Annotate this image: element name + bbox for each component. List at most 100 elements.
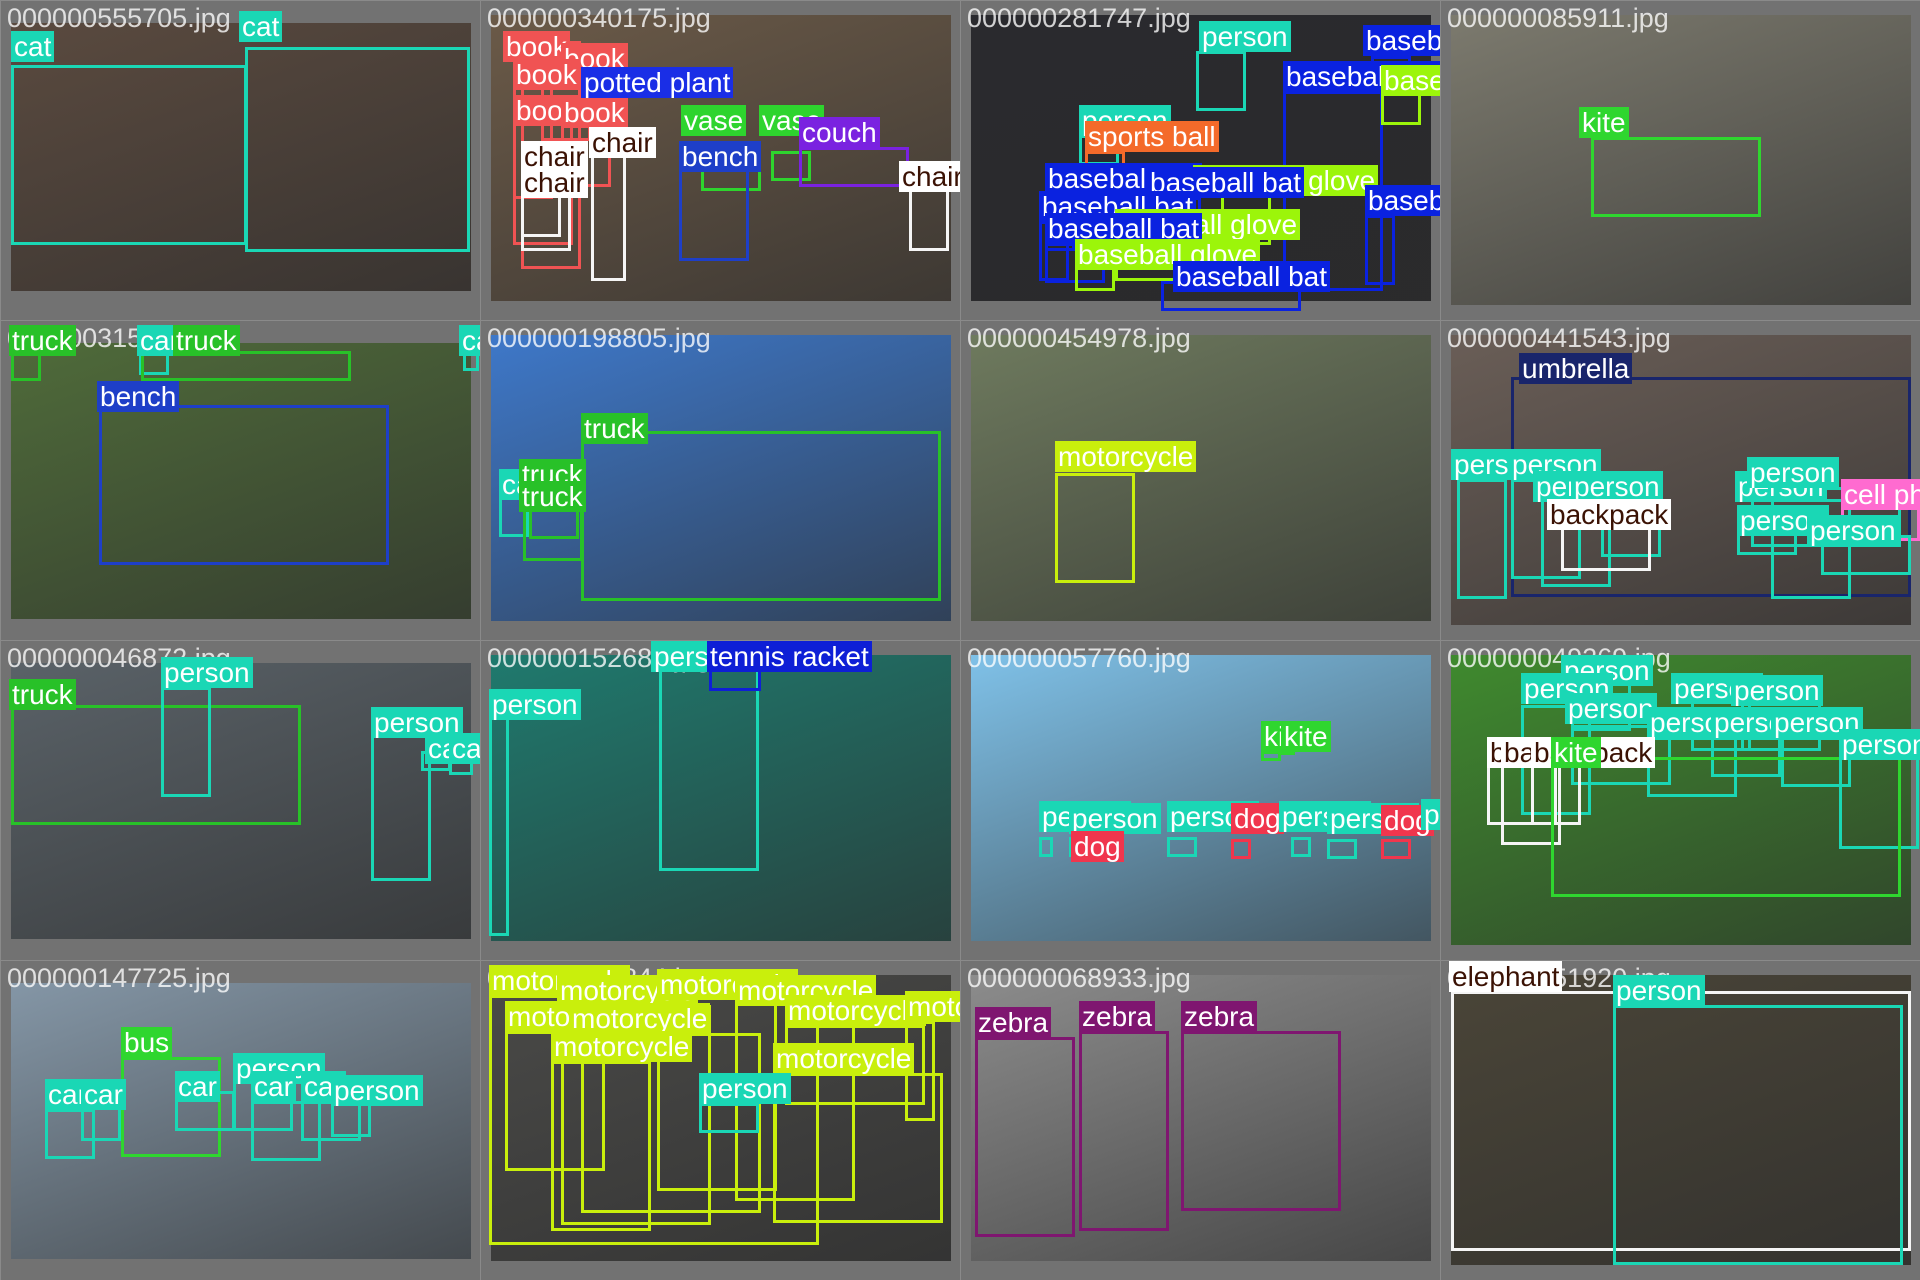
detection-label: baseball glove (1075, 239, 1261, 270)
detection-label: car (81, 1079, 126, 1110)
detection-label: sports ball (1085, 121, 1219, 152)
detection-label: truck (9, 679, 76, 710)
detection-label: book (513, 59, 580, 90)
detection-label: motorcycle (1055, 441, 1197, 472)
detection-box (1551, 757, 1901, 897)
detection-box (1181, 1031, 1341, 1211)
detection-label: bench (679, 141, 762, 172)
detection-box (1039, 837, 1053, 857)
detection-label: person (1421, 799, 1440, 830)
detection-label: chair (521, 141, 588, 172)
detection-label: person (1839, 729, 1920, 760)
photo (1451, 15, 1911, 305)
thumbnail-cell[interactable]: 000000046872.jpgtruckpersonpersoncarcar (0, 640, 481, 961)
detection-label: zebra (1079, 1001, 1156, 1032)
detection-label: car (251, 1071, 296, 1102)
detection-label: person (489, 689, 581, 720)
thumbnail-cell[interactable]: 000000340175.jpg book book book book book pott… (480, 0, 961, 321)
detection-label: backpack (1547, 499, 1672, 530)
thumbnail-cell[interactable]: 000000555705.jpg cat cat (0, 0, 481, 321)
thumbnail-cell[interactable]: 000000051920.jpgelephantperson (1440, 960, 1920, 1280)
detection-box (591, 151, 626, 281)
photo (11, 343, 471, 619)
detection-label: person (699, 1073, 791, 1104)
detection-box (161, 687, 211, 797)
filename-label: 000000340175.jpg (487, 3, 711, 33)
detection-box (1365, 215, 1395, 285)
detection-box (489, 711, 509, 936)
detection-label: kite (1579, 107, 1629, 138)
detection-box (1591, 137, 1761, 217)
detection-box (141, 351, 351, 381)
detection-label: baseball bat (1173, 261, 1331, 292)
detection-box (551, 1061, 651, 1231)
detection-box (1079, 1031, 1169, 1231)
filename-label: 000000281747.jpg (967, 3, 1191, 33)
photo (971, 655, 1431, 941)
detection-box (99, 405, 389, 565)
thumbnail-cell[interactable]: 000000049269.jpg person person person person… (1440, 640, 1920, 961)
filename-label: 000000454978.jpg (967, 323, 1191, 353)
detection-label: chair (589, 127, 656, 158)
detection-label: cat (239, 11, 283, 42)
detection-label: person (161, 657, 253, 688)
detection-box (699, 1103, 759, 1133)
thumbnail-cell[interactable]: 000000315172.jpgtruckcartruckcarbench (0, 320, 481, 641)
detection-label: person (1613, 975, 1705, 1006)
detection-label: motorcycle (569, 1003, 711, 1034)
detection-label: baseball bat (1045, 213, 1203, 244)
thumbnail-cell[interactable]: 000000152686.jpg person person tennis racke… (480, 640, 961, 961)
detection-label: car (459, 325, 480, 356)
filename-label: 000000057760.jpg (967, 643, 1191, 673)
detection-box (1231, 839, 1251, 859)
detection-label: person (1565, 693, 1657, 724)
thumbnail-cell[interactable]: 000000198805.jpgtruckcartrucktruck (480, 320, 961, 641)
detection-label: tennis racket (707, 641, 872, 672)
filename-label: 000000147725.jpg (7, 963, 231, 993)
thumbnail-cell[interactable]: 000000454978.jpg motorcycle (960, 320, 1441, 641)
detection-label: kite (1281, 721, 1331, 752)
detection-box (1261, 751, 1281, 761)
detection-label: potted plant (581, 67, 734, 98)
thumbnail-cell[interactable]: 000000085911.jpg kite (1440, 0, 1920, 321)
detection-label: motorcycle (773, 1043, 915, 1074)
detection-label: car (449, 733, 480, 764)
detection-label: person (371, 707, 463, 738)
detection-label: truck (173, 325, 240, 356)
detection-box (1327, 839, 1357, 859)
detection-label: person (1571, 471, 1663, 502)
detection-box (1196, 51, 1246, 111)
detection-label: kite (1551, 737, 1601, 768)
detection-label: person (1737, 505, 1829, 536)
photo (11, 983, 471, 1259)
thumbnail-cell[interactable]: 000000147725.jpg bus person car car car car car… (0, 960, 481, 1280)
detection-label: truck (9, 325, 76, 356)
detection-label: book (503, 31, 570, 62)
detection-label: dog (1071, 831, 1124, 862)
detection-label: zebra (975, 1007, 1052, 1038)
detection-label: car (175, 1071, 220, 1102)
detection-box (1781, 737, 1851, 787)
thumbnail-cell[interactable]: 000000281747.jpgpersonbaseball batbaseba… (960, 0, 1441, 321)
detection-box (45, 1109, 95, 1159)
detection-label: chair (521, 167, 588, 198)
detection-label: couch (799, 117, 880, 148)
detection-label: person (1731, 675, 1823, 706)
detection-label: cell phone (1841, 479, 1920, 510)
thumbnail-cell[interactable]: 000000057760.jpgkitekitepersonpersonpers… (960, 640, 1441, 961)
detection-label: person (1807, 515, 1899, 546)
thumbnail-cell[interactable]: 000000441543.jpg umbrella person person pers… (1440, 320, 1920, 641)
detection-box (659, 661, 759, 871)
detection-box (1055, 473, 1135, 583)
detection-box (773, 1073, 943, 1223)
photo (1451, 975, 1911, 1265)
detection-label: book (561, 97, 628, 128)
thumbnail-cell[interactable]: 000000068933.jpg zebra zebra zebra (960, 960, 1441, 1280)
detection-box (1457, 479, 1507, 599)
detection-box (11, 705, 301, 825)
detection-box (251, 1101, 321, 1161)
detection-label: bench (97, 381, 180, 412)
detection-label: cat (11, 31, 55, 62)
thumbnail-cell[interactable]: 000000036844.jpgmotorcyclemotorcyclemoto… (480, 960, 961, 1280)
detection-box (11, 65, 247, 245)
